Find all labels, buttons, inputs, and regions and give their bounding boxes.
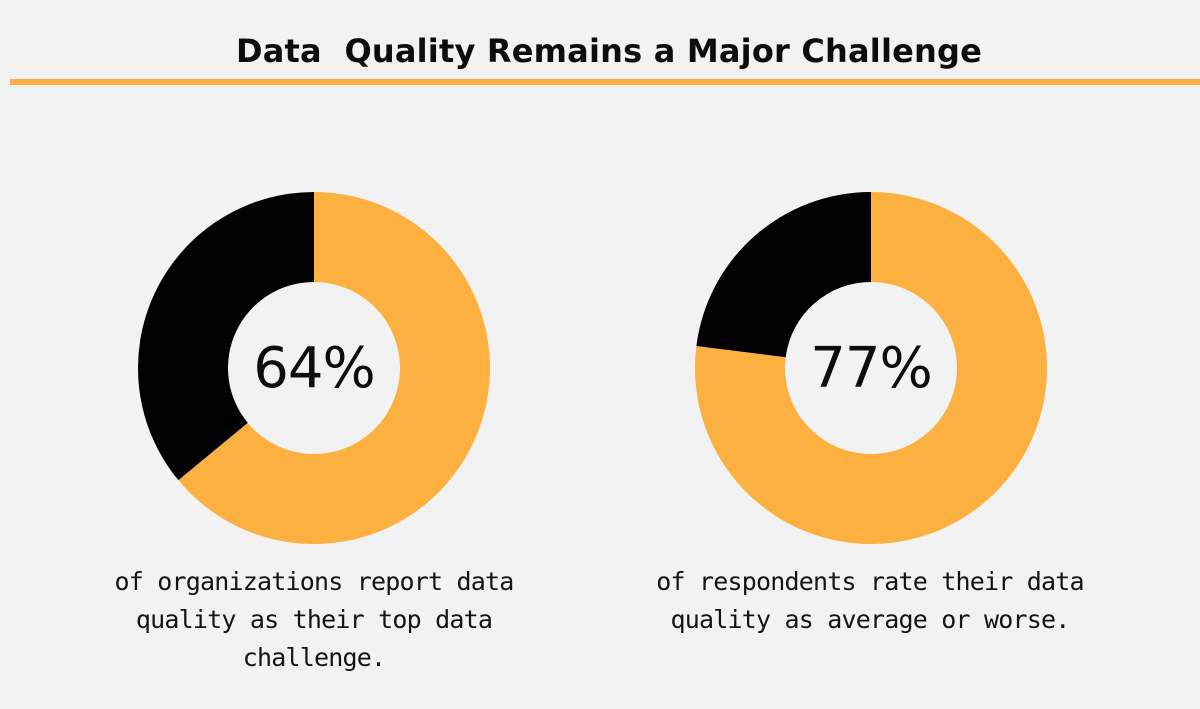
title-underline-bar	[10, 79, 1200, 85]
donut-slices	[138, 192, 491, 544]
donut-center-label: 77%	[810, 335, 932, 401]
chart-caption-respondents: of respondents rate their data quality a…	[656, 567, 1084, 634]
donut-chart-organizations: 64%	[135, 189, 493, 547]
title-underline	[10, 79, 1200, 85]
donut-slice-highlight	[695, 192, 1047, 544]
page-title: Data Quality Remains a Major Challenge	[235, 32, 983, 70]
donut-chart-respondents: 77%	[692, 189, 1050, 547]
donut-slice-highlight	[178, 192, 491, 544]
chart-caption-organizations: of organizations report data quality as …	[114, 567, 514, 672]
donut-slices	[695, 192, 1047, 544]
donut-slice-remainder	[696, 192, 871, 358]
donut-slice-remainder	[138, 192, 314, 481]
donut-chart-svg	[138, 192, 491, 544]
donut-chart-svg	[695, 192, 1047, 544]
donut-center-label: 64%	[253, 335, 375, 401]
